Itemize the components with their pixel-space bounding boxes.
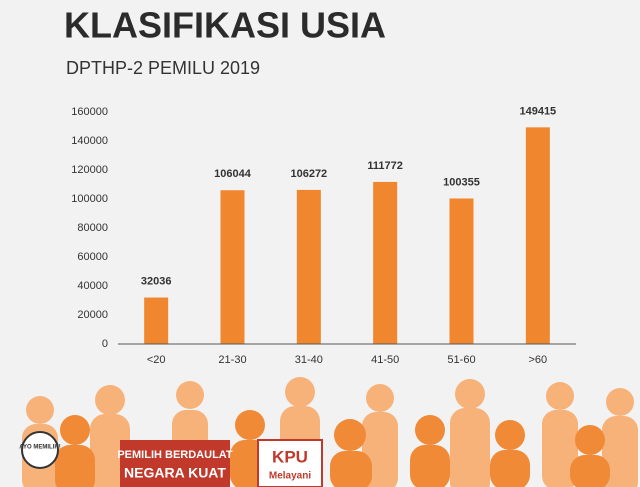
x-tick-label: 21-30 [218,354,246,366]
x-tick-label: >60 [528,354,547,366]
y-tick-label: 20000 [77,309,108,321]
value-label: 100355 [443,176,480,188]
value-label: 32036 [141,275,172,287]
y-tick-label: 60000 [77,251,108,263]
bar [525,127,550,344]
bar [449,198,474,344]
y-tick-label: 140000 [71,135,108,147]
logo-text: Melayani [269,471,311,482]
y-tick-label: 100000 [71,193,108,205]
crowd-illustration [21,377,638,487]
y-tick-label: 40000 [77,280,108,292]
value-label: 106044 [214,168,252,180]
x-tick-label: 31-40 [295,354,323,366]
slogan-text: PEMILIH BERDAULAT [117,449,233,461]
bar [144,297,169,344]
bar [373,181,398,344]
chart-title: KLASIFIKASI USIA [64,5,386,46]
y-tick-label: 0 [102,338,108,350]
logo-text: KPU [272,447,308,466]
chart-subtitle: DPTHP-2 PEMILU 2019 [66,58,260,78]
x-tick-label: <20 [147,354,166,366]
slogan-text: NEGARA KUAT [124,465,226,481]
y-tick-label: 80000 [77,222,108,234]
bar [296,189,321,344]
value-label: 106272 [290,168,327,180]
y-tick-label: 160000 [71,106,108,118]
x-tick-label: 51-60 [447,354,475,366]
bar [220,190,245,344]
value-label: 149415 [519,105,556,117]
y-tick-label: 120000 [71,164,108,176]
value-label: 111772 [367,160,403,172]
badge-text: AYO MEMILIH! [19,445,60,451]
x-tick-label: 41-50 [371,354,399,366]
